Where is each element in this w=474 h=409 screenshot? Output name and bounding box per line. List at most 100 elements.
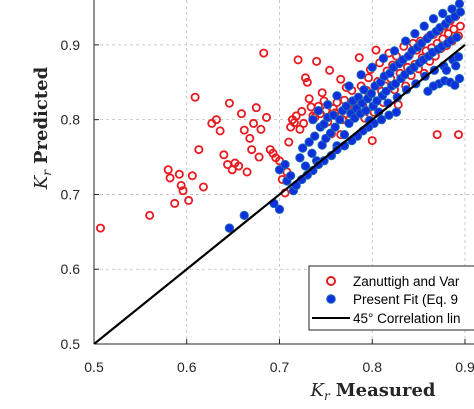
data-point-filled — [274, 204, 285, 215]
series-open-circles — [95, 11, 465, 233]
data-point-open — [219, 150, 229, 160]
data-point-filled — [308, 115, 318, 125]
data-point-open — [254, 152, 264, 162]
data-point-filled — [310, 131, 320, 141]
data-point-open — [194, 145, 204, 155]
data-point-open — [187, 171, 197, 181]
data-point-open — [367, 136, 377, 146]
data-point-open — [215, 126, 225, 136]
y-axis-symbol: K — [31, 174, 52, 190]
data-point-open — [145, 210, 155, 220]
data-point-filled — [438, 8, 448, 19]
data-point-filled — [224, 223, 235, 233]
data-point-filled — [274, 165, 285, 175]
data-point-filled — [428, 14, 439, 24]
data-point-filled — [366, 88, 376, 99]
data-point-filled — [285, 171, 296, 181]
data-point-open — [242, 167, 252, 177]
data-point-open — [178, 186, 188, 196]
legend-box — [308, 265, 474, 331]
data-point-filled — [341, 101, 351, 111]
data-point-filled — [367, 62, 377, 72]
x-axis-symbol: K — [310, 380, 326, 401]
data-point-open — [393, 100, 403, 110]
data-series — [95, 0, 466, 233]
data-point-filled — [453, 52, 464, 62]
legend-label-1: Present Fit (Eq. 9 — [353, 292, 458, 307]
data-point-filled — [441, 65, 452, 75]
data-point-open — [211, 115, 221, 125]
data-point-filled — [356, 70, 366, 80]
data-point-filled — [454, 0, 465, 9]
data-point-filled — [339, 129, 350, 140]
data-point-open — [256, 124, 266, 134]
data-point-open — [170, 198, 180, 208]
y-axis-subscript: r — [40, 169, 54, 176]
data-point-filled — [359, 85, 369, 95]
series-filled-circles — [224, 0, 466, 233]
x-tick-label: 0.9 — [455, 359, 474, 375]
reference-line-group — [94, 44, 466, 344]
data-point-open — [325, 65, 335, 75]
data-point-open — [190, 92, 200, 102]
data-point-open — [174, 169, 184, 179]
data-point-filled — [450, 80, 460, 90]
y-tick-label: 0.8 — [61, 112, 81, 128]
data-point-open — [284, 137, 294, 147]
x-axis-text: Measured — [336, 380, 436, 401]
data-point-filled — [313, 106, 324, 116]
data-point-open — [95, 223, 105, 233]
data-point-filled — [335, 115, 345, 125]
data-point-open — [317, 88, 327, 98]
data-point-filled — [307, 148, 317, 158]
data-point-open — [259, 48, 269, 58]
data-point-open — [245, 133, 255, 143]
data-point-open — [224, 98, 234, 108]
data-point-filled — [389, 46, 400, 56]
data-point-filled — [300, 161, 311, 171]
data-point-filled — [239, 210, 249, 221]
data-point-filled — [330, 122, 340, 132]
data-point-filled — [428, 81, 439, 91]
data-point-open — [262, 112, 272, 122]
data-point-open — [306, 102, 316, 112]
x-tick-label: 0.5 — [84, 359, 104, 375]
data-point-open — [236, 109, 246, 119]
data-point-filled — [328, 110, 338, 120]
legend-marker-open-circle — [326, 276, 336, 286]
data-point-filled — [378, 53, 389, 63]
data-point-filled — [323, 100, 333, 110]
data-point-open — [249, 118, 259, 128]
data-point-open — [165, 173, 175, 183]
data-point-filled — [381, 86, 391, 96]
data-point-filled — [344, 81, 354, 91]
x-tick-label: 0.8 — [363, 359, 383, 375]
data-point-filled — [455, 7, 466, 17]
data-point-filled — [376, 115, 387, 125]
y-tick-label: 0.7 — [61, 186, 81, 202]
data-point-filled — [295, 153, 305, 163]
data-point-open — [336, 74, 346, 84]
data-point-filled — [400, 36, 411, 46]
data-point-filled — [298, 143, 308, 153]
legend: Zanuttigh and Var Present Fit (Eq. 9 45°… — [308, 265, 474, 331]
reference-line-45deg — [94, 44, 466, 344]
data-point-filled — [454, 73, 465, 84]
data-point-filled — [384, 110, 394, 120]
y-tick-label: 0.9 — [61, 37, 81, 53]
data-point-open — [364, 73, 374, 83]
data-point-open — [297, 106, 307, 116]
data-point-filled — [447, 4, 457, 14]
data-point-open — [291, 111, 301, 121]
y-tick-label: 0.6 — [61, 261, 81, 277]
data-point-open — [176, 180, 186, 190]
data-point-filled — [344, 118, 354, 129]
data-point-filled — [419, 21, 429, 31]
data-point-filled — [451, 61, 461, 71]
data-point-open — [455, 21, 465, 31]
legend-label-2: 45° Correlation lin — [353, 311, 460, 326]
data-point-open — [251, 103, 261, 113]
x-tick-label: 0.7 — [270, 359, 290, 375]
